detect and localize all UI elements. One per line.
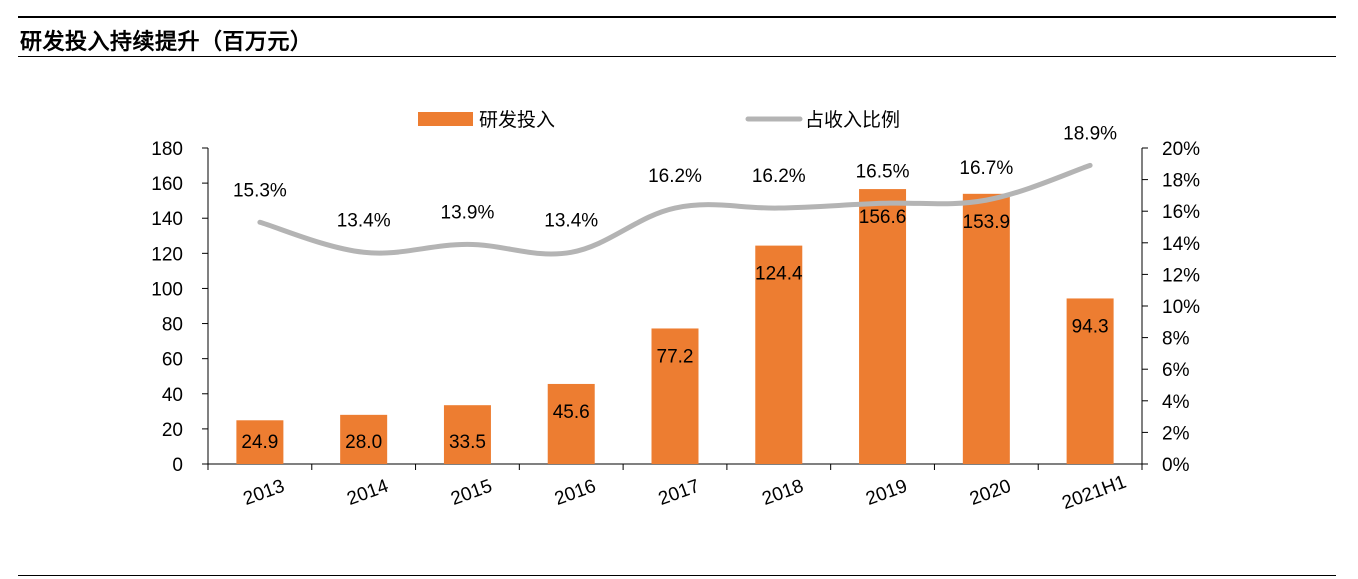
x-tick-label: 2021H1	[1059, 472, 1129, 514]
left-tick-label: 40	[162, 385, 183, 406]
right-tick-label: 16%	[1162, 202, 1200, 223]
right-tick-label: 10%	[1162, 297, 1200, 318]
line-data-label: 16.7%	[959, 158, 1013, 179]
right-tick-label: 12%	[1162, 265, 1200, 286]
right-tick-label: 20%	[1162, 139, 1200, 160]
legend-swatch-bar	[418, 112, 473, 126]
left-tick-label: 140	[151, 209, 183, 230]
bar-data-label: 153.9	[963, 212, 1011, 233]
bar-data-label: 24.9	[241, 432, 278, 453]
page-title: 研发投入持续提升（百万元）	[20, 29, 313, 54]
bar-data-label: 28.0	[345, 432, 382, 453]
right-tick-label: 8%	[1162, 329, 1190, 350]
x-tick-label: 2014	[344, 476, 391, 510]
left-tick-label: 20	[162, 420, 183, 441]
bar	[962, 193, 1010, 464]
title-rule	[18, 56, 1336, 57]
bar	[755, 245, 803, 464]
right-tick-label: 18%	[1162, 171, 1200, 192]
left-tick-label: 120	[151, 244, 183, 265]
right-tick-label: 4%	[1162, 392, 1190, 413]
legend-label-line: 占收入比例	[805, 109, 900, 131]
ratio-line	[257, 162, 1093, 257]
x-tick-label: 2013	[241, 476, 288, 510]
x-tick-label: 2018	[759, 476, 806, 510]
top-rule	[18, 16, 1336, 18]
x-tick-label: 2019	[863, 476, 910, 510]
legend-label-bar: 研发投入	[479, 109, 555, 131]
left-tick-label: 60	[162, 350, 183, 371]
x-tick-label: 2020	[967, 476, 1014, 510]
line-data-label: 16.2%	[648, 166, 702, 187]
bar	[340, 414, 388, 464]
left-tick-label: 0	[172, 455, 183, 476]
right-tick-label: 14%	[1162, 234, 1200, 255]
bar-data-label: 124.4	[755, 264, 803, 285]
bar	[1066, 298, 1114, 464]
bar-data-label: 77.2	[657, 346, 694, 367]
x-tick-label: 2015	[448, 476, 495, 510]
right-tick-label: 2%	[1162, 423, 1190, 444]
bar	[443, 405, 491, 464]
bar	[236, 420, 284, 464]
right-tick-label: 0%	[1162, 455, 1190, 476]
line-data-label: 18.9%	[1063, 123, 1117, 144]
left-tick-label: 160	[151, 174, 183, 195]
bar	[859, 189, 907, 464]
left-tick-label: 100	[151, 279, 183, 300]
line-data-label: 13.4%	[544, 210, 598, 231]
bar-data-label: 45.6	[553, 402, 590, 423]
bar-data-label: 33.5	[449, 432, 486, 453]
left-tick-label: 180	[151, 139, 183, 160]
bar	[547, 383, 595, 464]
x-tick-label: 2016	[552, 476, 599, 510]
bar-data-label: 156.6	[859, 207, 907, 228]
line-data-label: 13.9%	[441, 202, 495, 223]
bar-data-label: 94.3	[1072, 316, 1109, 337]
line-data-label: 16.2%	[752, 166, 806, 187]
bar	[651, 328, 699, 464]
bottom-rule	[18, 575, 1336, 576]
right-tick-label: 6%	[1162, 360, 1190, 381]
line-data-label: 13.4%	[337, 210, 391, 231]
line-data-label: 16.5%	[856, 161, 910, 182]
x-tick-label: 2017	[656, 476, 703, 510]
line-data-label: 15.3%	[233, 180, 287, 201]
left-tick-label: 80	[162, 315, 183, 336]
